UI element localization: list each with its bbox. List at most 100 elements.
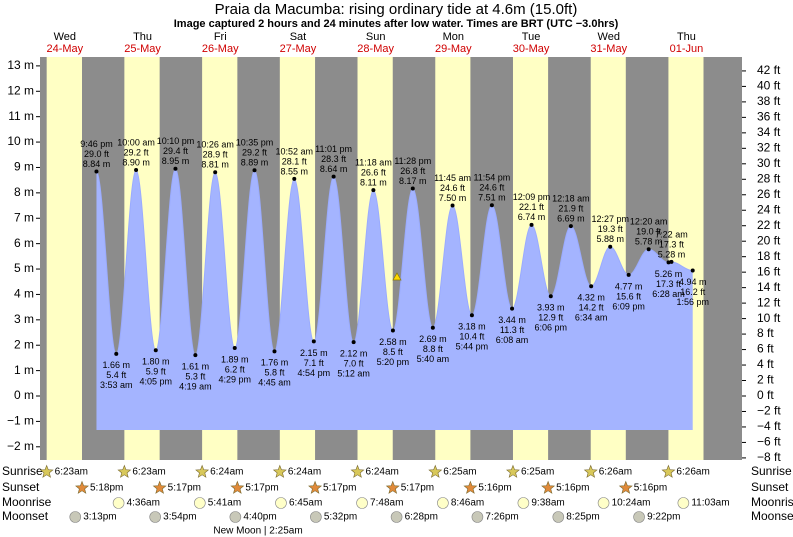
extremum-time: 5:20 pm <box>377 357 410 367</box>
moonset-time: 9:22pm <box>647 512 680 523</box>
y2-tick-label: 8 ft <box>757 326 774 340</box>
extremum-height: 2.69 m <box>419 334 447 344</box>
extremum-feet: 21.9 ft <box>558 203 584 213</box>
extremum-time: 12:20 am <box>630 217 668 227</box>
extremum-point <box>371 188 376 193</box>
day-date: 31-May <box>590 43 627 55</box>
y-tick-label: 5 m <box>14 261 34 275</box>
moonrise-time: 8:46am <box>451 498 484 509</box>
y2-tick-label: 20 ft <box>757 233 781 247</box>
extremum-feet: 29.2 ft <box>242 148 268 158</box>
extremum-point <box>669 259 674 264</box>
y2-tick-label: 40 ft <box>757 79 781 93</box>
day-date: 29-May <box>435 43 472 55</box>
sunset-icon <box>308 480 323 494</box>
moonset-icon <box>229 511 242 523</box>
extremum-feet: 7.0 ft <box>344 359 365 369</box>
tide-area <box>96 168 693 430</box>
extremum-time: 12:09 pm <box>513 192 551 202</box>
extremum-point <box>213 170 218 175</box>
row-label: Sunset <box>751 480 789 494</box>
current-marker <box>392 272 402 281</box>
sunrise-icon <box>195 464 210 478</box>
extremum-point <box>529 222 534 227</box>
extremum-time: 10:52 am <box>276 146 314 156</box>
extremum-time: 11:28 pm <box>394 156 431 166</box>
extremum-time: 10:00 am <box>117 137 155 147</box>
y2-tick-label: 10 ft <box>757 311 781 325</box>
extremum-feet: 16.2 ft <box>680 287 706 297</box>
extremum-feet: 5.4 ft <box>106 370 127 380</box>
row-label: Sunrise <box>2 464 43 478</box>
y-tick-label: −1 m <box>7 414 34 428</box>
extremum-height: 2.15 m <box>300 348 328 358</box>
extremum-point <box>311 339 316 344</box>
extremum-height: 5.78 m <box>635 237 663 247</box>
y2-tick-label: 14 ft <box>757 280 781 294</box>
day-name: Thu <box>677 31 696 43</box>
extremum-height: 7.50 m <box>439 193 467 203</box>
moonset-time: 5:32pm <box>324 512 357 523</box>
moonset-time: 8:25pm <box>566 512 599 523</box>
sunset-icon <box>75 480 89 494</box>
extremum-point <box>489 203 494 208</box>
extremum-feet: 14.2 ft <box>579 303 605 313</box>
extremum-time: 12:27 pm <box>591 214 629 224</box>
extremum-height: 3.44 m <box>498 315 526 325</box>
day-name: Sat <box>290 31 307 43</box>
y2-tick-label: 24 ft <box>757 202 781 216</box>
sunset-time: 5:18pm <box>90 483 123 494</box>
y-tick-label: 10 m <box>7 134 34 148</box>
chart-title: Praia da Macumba: rising ordinary tide a… <box>215 1 578 18</box>
extremum-feet: 22.1 ft <box>519 202 545 212</box>
moonset-icon <box>552 511 565 523</box>
moonrise-time: 11:03am <box>691 498 729 509</box>
row-label: Moonset <box>751 509 793 523</box>
extremum-feet: 29.0 ft <box>84 149 110 159</box>
extremum-feet: 19.3 ft <box>598 224 624 234</box>
y-tick-label: 3 m <box>14 312 34 326</box>
y-tick-label: 12 m <box>7 83 34 97</box>
extremum-height: 1.61 m <box>182 361 210 371</box>
extremum-point <box>410 186 415 191</box>
extremum-time: 10:26 am <box>196 140 234 150</box>
extremum-feet: 8.5 ft <box>383 347 404 357</box>
sunset-icon <box>463 480 478 494</box>
extremum-time: 3:53 am <box>100 380 133 390</box>
y2-tick-label: 18 ft <box>757 249 781 263</box>
y-tick-label: −2 m <box>7 439 34 453</box>
y2-tick-label: 16 ft <box>757 264 781 278</box>
extremum-time: 1:56 pm <box>676 297 709 307</box>
day-date: 26-May <box>202 43 239 55</box>
sunrise-time: 6:26am <box>676 467 709 478</box>
moonset-icon <box>471 511 484 523</box>
sunset-time: 5:17pm <box>323 483 356 494</box>
moonrise-time: 9:38am <box>531 498 564 509</box>
extremum-feet: 6.2 ft <box>225 364 246 374</box>
extremum-point <box>114 351 119 356</box>
extremum-height: 4.77 m <box>615 281 643 291</box>
moonset-icon <box>390 511 403 523</box>
extremum-height: 8.90 m <box>122 157 150 167</box>
extremum-height: 2.58 m <box>379 337 407 347</box>
extremum-point <box>430 325 435 330</box>
extremum-height: 5.26 m <box>655 269 683 279</box>
extremum-point <box>173 166 178 171</box>
day-band <box>46 57 83 460</box>
extremum-time: 5:12 am <box>337 369 370 379</box>
day-date: 01-Jun <box>670 43 704 55</box>
y2-tick-label: 0 ft <box>757 388 774 402</box>
extremum-feet: 29.4 ft <box>163 146 189 156</box>
extremum-feet: 7.1 ft <box>304 358 325 368</box>
extremum-feet: 26.6 ft <box>361 167 387 177</box>
extremum-feet: 29.2 ft <box>124 147 150 157</box>
moonset-time: 4:40pm <box>243 512 276 523</box>
extremum-point <box>292 176 297 181</box>
moonrise-icon <box>677 497 690 509</box>
extremum-time: 6:09 pm <box>612 301 645 311</box>
chart-subtitle: Image captured 2 hours and 24 minutes af… <box>174 18 619 30</box>
extremum-time: 4:19 am <box>179 381 212 391</box>
extremum-feet: 17.3 ft <box>656 279 682 289</box>
moonrise-time: 6:45am <box>289 498 322 509</box>
